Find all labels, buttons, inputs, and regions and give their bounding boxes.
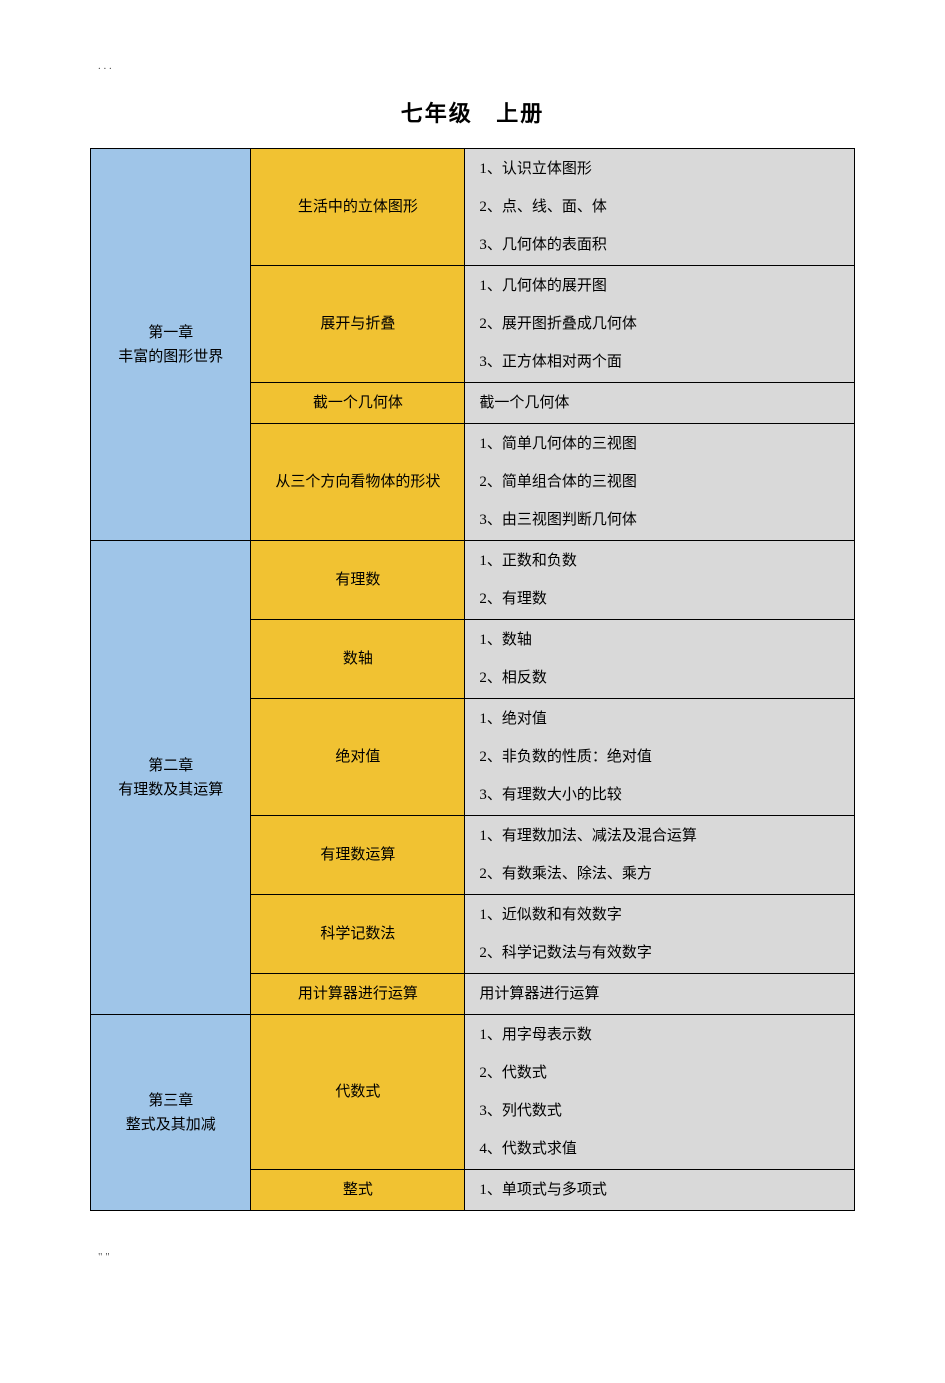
section-title: 展开与折叠 xyxy=(320,316,395,332)
section-cell: 科学记数法 xyxy=(251,895,465,974)
topic-cell: 1、绝对值 2、非负数的性质：绝对值 3、有理数大小的比较 xyxy=(465,699,855,816)
top-dots-marker: . . . xyxy=(98,60,855,72)
section-title: 从三个方向看物体的形状 xyxy=(275,474,440,490)
bottom-quote-marker: " " xyxy=(98,1251,855,1263)
topic-item: 用计算器进行运算 xyxy=(479,982,840,1006)
table-row: 第一章 丰富的图形世界生活中的立体图形1、认识立体图形2、点、线、面、体3、几何… xyxy=(91,149,855,266)
chapter-cell: 第二章 有理数及其运算 xyxy=(91,541,251,1015)
topic-item: 4、代数式求值 xyxy=(479,1137,840,1161)
table-row: 第三章 整式及其加减 代数式 1、用字母表示数 2、代数式 3、列代数式 4、代数式求值 xyxy=(91,1015,855,1170)
topic-cell: 1、认识立体图形 2、点、线、面、体 3、几何体的表面积 xyxy=(465,149,855,266)
topic-cell: 1、正数和负数 2、有理数 xyxy=(465,541,855,620)
topic-item: 1、正数和负数 xyxy=(479,549,840,573)
chapter-title: 第三章 整式及其加减 xyxy=(126,1093,216,1133)
topic-item: 1、认识立体图形 xyxy=(479,157,840,181)
topic-item: 1、有理数加法、减法及混合运算 xyxy=(479,824,840,848)
page-title: 七年级 上册 xyxy=(90,96,855,128)
topic-item: 3、由三视图判断几何体 xyxy=(479,508,840,532)
chapter-title: 第二章 有理数及其运算 xyxy=(118,758,223,798)
table-row: 第二章 有理数及其运算有理数1、正数和负数2、有理数 xyxy=(91,541,855,620)
chapter-title: 第一章 丰富的图形世界 xyxy=(118,325,223,365)
topic-item: 3、有理数大小的比较 xyxy=(479,783,840,807)
chapter-cell: 第一章 丰富的图形世界 xyxy=(91,149,251,541)
topic-item: 2、相反数 xyxy=(479,666,840,690)
topic-item: 1、几何体的展开图 xyxy=(479,274,840,298)
topic-item: 1、用字母表示数 xyxy=(479,1023,840,1047)
topic-item: 2、有理数 xyxy=(479,587,840,611)
topic-cell: 1、近似数和有效数字 2、科学记数法与有效数字 xyxy=(465,895,855,974)
section-title: 生活中的立体图形 xyxy=(298,199,418,215)
chapter-cell: 第三章 整式及其加减 xyxy=(91,1015,251,1211)
section-title: 整式 xyxy=(343,1182,373,1198)
section-cell: 生活中的立体图形 xyxy=(251,149,465,266)
topic-item: 1、数轴 xyxy=(479,628,840,652)
section-title: 数轴 xyxy=(343,651,373,667)
section-cell: 从三个方向看物体的形状 xyxy=(251,424,465,541)
topic-item: 3、列代数式 xyxy=(479,1099,840,1123)
section-title: 截一个几何体 xyxy=(313,395,403,411)
topic-item: 2、简单组合体的三视图 xyxy=(479,470,840,494)
section-title: 科学记数法 xyxy=(320,926,395,942)
topic-item: 3、几何体的表面积 xyxy=(479,233,840,257)
section-cell: 绝对值 xyxy=(251,699,465,816)
topic-item: 截一个几何体 xyxy=(479,391,840,415)
topic-cell: 1、数轴 2、相反数 xyxy=(465,620,855,699)
section-cell: 代数式 xyxy=(251,1015,465,1170)
topic-cell: 1、用字母表示数 2、代数式 3、列代数式 4、代数式求值 xyxy=(465,1015,855,1170)
section-cell: 展开与折叠 xyxy=(251,266,465,383)
topic-item: 2、非负数的性质：绝对值 xyxy=(479,745,840,769)
section-cell: 有理数 xyxy=(251,541,465,620)
section-title: 代数式 xyxy=(335,1084,380,1100)
section-cell: 数轴 xyxy=(251,620,465,699)
section-title: 绝对值 xyxy=(335,749,380,765)
topic-cell: 1、简单几何体的三视图 2、简单组合体的三视图 3、由三视图判断几何体 xyxy=(465,424,855,541)
topic-cell: 用计算器进行运算 xyxy=(465,974,855,1015)
section-cell: 截一个几何体 xyxy=(251,383,465,424)
section-cell: 有理数运算 xyxy=(251,816,465,895)
topic-item: 2、代数式 xyxy=(479,1061,840,1085)
topic-item: 2、有数乘法、除法、乘方 xyxy=(479,862,840,886)
topic-cell: 1、有理数加法、减法及混合运算 2、有数乘法、除法、乘方 xyxy=(465,816,855,895)
topic-item: 3、正方体相对两个面 xyxy=(479,350,840,374)
section-cell: 整式 xyxy=(251,1170,465,1211)
section-title: 用计算器进行运算 xyxy=(298,986,418,1002)
topic-item: 2、点、线、面、体 xyxy=(479,195,840,219)
topic-item: 1、绝对值 xyxy=(479,707,840,731)
curriculum-table: 第一章 丰富的图形世界 生活中的立体图形 1、认识立体图形 2、点、线、面、体 3、几何… xyxy=(90,148,855,1211)
topic-cell: 1、单项式与多项式 xyxy=(465,1170,855,1211)
topic-item: 1、单项式与多项式 xyxy=(479,1178,840,1202)
topic-item: 1、简单几何体的三视图 xyxy=(479,432,840,456)
section-title: 有理数 xyxy=(335,572,380,588)
section-title: 有理数运算 xyxy=(320,847,395,863)
topic-item: 2、展开图折叠成几何体 xyxy=(479,312,840,336)
topic-item: 2、科学记数法与有效数字 xyxy=(479,941,840,965)
topic-cell: 截一个几何体 xyxy=(465,383,855,424)
section-cell: 用计算器进行运算 xyxy=(251,974,465,1015)
topic-item: 1、近似数和有效数字 xyxy=(479,903,840,927)
topic-cell: 1、几何体的展开图 2、展开图折叠成几何体 3、正方体相对两个面 xyxy=(465,266,855,383)
